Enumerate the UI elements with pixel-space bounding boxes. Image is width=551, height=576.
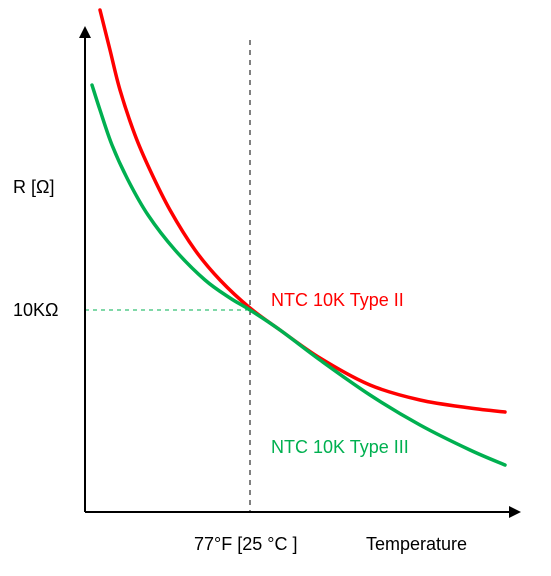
curve-ntc10k-type3 xyxy=(92,85,505,465)
ntc-thermistor-chart: R [Ω] 10KΩ 77°F [25 °C ] Temperature NTC… xyxy=(0,0,551,576)
y-axis-tick-10k: 10KΩ xyxy=(13,300,58,321)
label-ntc10k-type3: NTC 10K Type III xyxy=(271,437,409,458)
curve-ntc10k-type2 xyxy=(100,10,505,412)
x-axis-tick-77f: 77°F [25 °C ] xyxy=(194,534,297,555)
label-ntc10k-type2: NTC 10K Type II xyxy=(271,290,404,311)
plot-svg xyxy=(0,0,551,576)
x-axis-title: Temperature xyxy=(366,534,467,555)
y-axis-title: R [Ω] xyxy=(13,177,54,198)
